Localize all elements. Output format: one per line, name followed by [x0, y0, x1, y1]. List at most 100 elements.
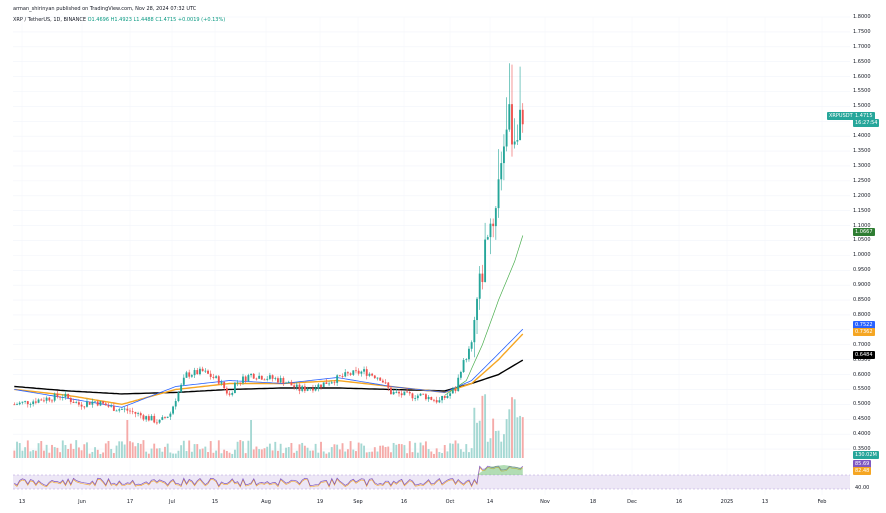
volume-bar — [494, 430, 497, 458]
y-tick-label: 0.8000 — [853, 311, 871, 318]
x-tick-label: Jul — [168, 499, 176, 505]
candle-body — [414, 398, 417, 399]
candle-body — [129, 410, 131, 412]
candle-body — [500, 163, 503, 180]
y-tick-label: 1.7500 — [853, 28, 871, 35]
candle-body — [231, 393, 234, 395]
candle-body — [236, 382, 239, 384]
volume-bar — [153, 443, 156, 458]
volume-bar — [406, 453, 409, 458]
volume-bar — [166, 443, 169, 458]
candle-body — [287, 381, 290, 383]
candle-body — [164, 417, 166, 418]
candle-body — [77, 402, 80, 405]
volume-bar — [352, 449, 355, 458]
volume-bar — [433, 453, 435, 458]
candle-body — [131, 411, 134, 413]
volume-bar — [169, 452, 172, 458]
candle-body — [330, 382, 333, 384]
candle-body — [217, 376, 220, 384]
candle-body — [508, 104, 511, 130]
volume-bar — [32, 450, 35, 458]
candle-body — [400, 393, 403, 396]
rsi-tag-b: 82.48 — [853, 467, 872, 475]
candle-body — [352, 370, 355, 375]
volume-bar — [158, 448, 161, 458]
volume-bar — [121, 441, 123, 458]
candle-body — [45, 397, 48, 401]
candle-body — [212, 376, 215, 378]
x-tick-label: 14 — [486, 499, 494, 505]
x-tick-label: 19 — [316, 499, 324, 505]
candle-body — [255, 378, 258, 380]
volume-bar — [59, 452, 62, 458]
candle-body — [497, 179, 500, 209]
grid — [13, 16, 850, 495]
candle-body — [48, 397, 51, 401]
volume-bar — [268, 443, 271, 458]
candle-body — [242, 376, 244, 383]
volume-bar — [139, 443, 142, 458]
y-tick-label: 1.1000 — [853, 222, 871, 229]
volume-bar — [242, 441, 244, 458]
candle-body — [188, 372, 191, 377]
candle-body — [403, 391, 406, 396]
volume-bar — [459, 449, 462, 458]
candle-body — [56, 393, 59, 397]
symbol-tag: XRPUSDT — [827, 112, 855, 120]
volume-bar — [263, 448, 266, 458]
y-tick-label: 1.4000 — [853, 133, 871, 140]
candle-body — [481, 273, 484, 282]
volume-bar — [502, 434, 505, 458]
volume-bar — [16, 441, 18, 458]
volume-bar — [484, 394, 487, 458]
candle-body — [83, 406, 86, 408]
x-tick-label: 13 — [761, 499, 769, 505]
volume-bar — [465, 444, 468, 458]
volume-bar — [365, 452, 368, 458]
y-tick-label: 1.2000 — [853, 192, 871, 199]
candle-body — [99, 401, 102, 406]
volume-bar — [196, 444, 199, 458]
volume-bar — [492, 418, 495, 458]
candle-body — [153, 415, 156, 423]
candle-body — [172, 406, 174, 414]
volume-bar — [64, 445, 67, 458]
candle-body — [285, 382, 287, 384]
candle-body — [494, 208, 497, 227]
volume-bar — [177, 450, 180, 458]
candle-body — [293, 385, 296, 387]
y-tick-label: 0.9000 — [853, 282, 871, 289]
candle-body — [37, 399, 40, 403]
volume-bar — [217, 440, 220, 458]
candle-body — [306, 389, 309, 391]
symbol-title: XRP / TetherUS, 1D, BINANCE — [13, 17, 86, 23]
candle-body — [169, 413, 172, 417]
candle-body — [252, 373, 255, 379]
candle-body — [516, 140, 519, 142]
candle-body — [462, 360, 465, 372]
volume-bar — [188, 440, 191, 458]
symbol-line: XRP / TetherUS, 1D, BINANCE O1.4696 H1.4… — [13, 17, 225, 23]
candle-body — [368, 373, 371, 376]
volume-bar — [26, 440, 29, 458]
y-tick-label: 1.6000 — [853, 73, 871, 80]
candle-body — [126, 408, 129, 411]
volume-bar — [368, 451, 371, 458]
x-tick-label: Dec — [627, 499, 637, 505]
y-tick-label: 0.9500 — [853, 267, 871, 274]
candle-body — [268, 375, 271, 379]
volume-bar — [34, 450, 37, 458]
x-tick-label: 2025 — [720, 499, 734, 505]
candle-body — [18, 402, 21, 405]
candle-body — [102, 401, 105, 404]
ma-mid-b-tag: 0.7362 — [853, 328, 875, 336]
candle-body — [355, 370, 357, 372]
y-tick-label: 1.0000 — [853, 252, 871, 259]
candle-body — [317, 384, 320, 389]
volume-bar — [478, 420, 481, 458]
volume-bar — [77, 447, 80, 458]
volume-bar — [185, 451, 188, 458]
candle-body — [322, 382, 325, 388]
